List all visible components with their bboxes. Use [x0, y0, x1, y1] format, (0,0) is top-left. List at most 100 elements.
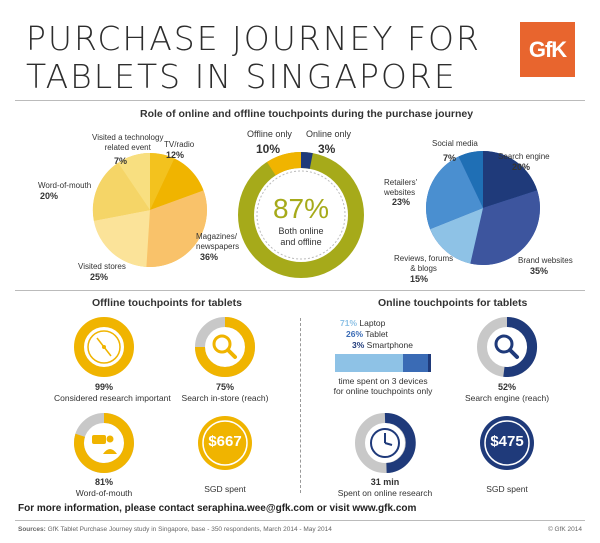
- contact-prefix: For more information, please contact: [18, 503, 195, 514]
- device-laptop-name: Laptop: [359, 318, 386, 328]
- word-of-mouth-label: Word-of-mouth: [38, 181, 92, 190]
- retailers-label: Retailers' websites: [384, 178, 417, 197]
- title-line-2: TABLETS IN SINGAPORE: [26, 57, 457, 96]
- online-spend-badge: [480, 416, 534, 470]
- pie-slice-reviews: [430, 208, 483, 264]
- pie-slice-tv-radio: [150, 158, 204, 210]
- reviews-value: 15%: [410, 274, 429, 284]
- device-smartphone-name: Smartphone: [366, 340, 413, 350]
- research-important-label: Considered research important: [54, 393, 171, 403]
- time-spent-label: Spent on online research: [337, 488, 433, 498]
- stores-label: Visited stores: [78, 262, 126, 271]
- pie-slice-magazines: [146, 190, 207, 268]
- word-of-mouth-ring: [73, 413, 134, 473]
- retailers-label-l2: websites: [384, 187, 416, 197]
- search-in-store-ring: [195, 317, 255, 377]
- offline-spend-badge: [198, 416, 252, 470]
- divider-middle: [15, 290, 585, 291]
- tech-event-value: 7%: [114, 156, 128, 166]
- device-laptop: 71% Laptop: [340, 318, 413, 329]
- online-pie-chart: [426, 150, 540, 266]
- magazines-value: 36%: [200, 252, 219, 262]
- sources-text: GfK Tablet Purchase Journey study in Sin…: [47, 526, 332, 533]
- search-in-store-label: Search in-store (reach): [181, 393, 269, 403]
- device-time-note: time spent on 3 devices for online touch…: [328, 376, 438, 396]
- magazines-label: Magazines/ newspapers: [196, 232, 239, 251]
- role-heading: Role of online and offline touchpoints d…: [140, 108, 474, 120]
- reviews-label-l2: & blogs: [410, 263, 437, 273]
- section-divider: [300, 318, 301, 493]
- social-media-label: Social media: [432, 139, 478, 148]
- device-smartphone-pct: 3%: [352, 340, 365, 350]
- offline-only-label: Offline only: [247, 129, 292, 139]
- online-only-label: Online only: [306, 129, 352, 139]
- brand-websites-label: Brand websites: [518, 256, 573, 265]
- tv-radio-value: 12%: [166, 150, 185, 160]
- title-line-1: PURCHASE JOURNEY FOR: [26, 19, 481, 58]
- pie-slice-tech-event-2: [118, 152, 150, 210]
- online-spend-label: SGD spent: [486, 484, 528, 494]
- tech-event-label-l1: Visited a technology: [92, 133, 164, 142]
- device-tablet-name: Tablet: [365, 329, 388, 339]
- time-spent-ring: [355, 412, 416, 473]
- gfk-logo: GfK: [520, 22, 575, 77]
- word-of-mouth-reach-label: Word-of-mouth: [75, 488, 133, 498]
- search-engine-reach-value: 52%: [497, 382, 516, 392]
- pie-slice-word-of-mouth: [92, 162, 150, 221]
- both-label-l2: and offline: [280, 237, 322, 247]
- search-engine-label: Search engine: [498, 152, 550, 161]
- search-in-store-value: 75%: [215, 382, 234, 392]
- retailers-label-l1: Retailers': [384, 178, 418, 187]
- online-spend-value: $475: [490, 433, 524, 450]
- research-important-item: 99% Considered research important: [54, 382, 171, 404]
- device-breakdown: 71% Laptop 26% Tablet 3% Smartphone: [340, 318, 413, 351]
- research-important-ring: [74, 317, 134, 377]
- reviews-label: Reviews, forums & blogs: [394, 254, 453, 273]
- offline-spend-label: SGD spent: [204, 484, 246, 494]
- research-important-value: 99%: [94, 382, 113, 392]
- social-media-value: 7%: [443, 153, 457, 163]
- magazines-label-l1: Magazines/: [196, 232, 237, 241]
- contact-mid: or visit: [316, 503, 350, 514]
- offline-heading: Offline touchpoints for tablets: [92, 297, 242, 309]
- device-tablet-pct: 26%: [346, 329, 364, 339]
- magazines-label-l2: newspapers: [196, 241, 240, 251]
- both-label: Both online and offline: [266, 226, 336, 248]
- both-label-l1: Both online: [278, 226, 324, 236]
- divider-bottom: [15, 520, 585, 521]
- device-time-note-l2: for online touchpoints only: [333, 386, 433, 396]
- online-only-value: 3%: [318, 142, 336, 156]
- device-laptop-pct: 71%: [340, 318, 358, 328]
- pie-slice-brand-websites: [470, 190, 540, 266]
- online-heading: Online touchpoints for tablets: [378, 297, 528, 309]
- donut-online-only-arc: [300, 152, 313, 169]
- stores-value: 25%: [90, 272, 109, 282]
- search-engine-reach-label: Search engine (reach): [464, 393, 550, 403]
- word-of-mouth-item: 81% Word-of-mouth: [54, 477, 154, 499]
- device-time-note-l1: time spent on 3 devices: [338, 376, 428, 386]
- retailers-value: 23%: [392, 197, 411, 207]
- sources-label: Sources:: [18, 526, 46, 533]
- pie-slice-tech-event: [150, 152, 175, 210]
- offline-pie-chart: [92, 152, 207, 268]
- word-of-mouth-reach-value: 81%: [94, 477, 113, 487]
- page-title: PURCHASE JOURNEY FOR TABLETS IN SINGAPOR…: [26, 20, 481, 96]
- divider-top: [15, 100, 585, 101]
- reviews-label-l1: Reviews, forums: [394, 254, 454, 263]
- offline-only-value: 10%: [256, 142, 281, 156]
- search-engine-value: 20%: [512, 162, 531, 172]
- time-spent-value: 31 min: [370, 477, 400, 487]
- contact-email-link[interactable]: seraphina.wee@gfk.com: [196, 503, 314, 514]
- pie-slice-stores: [93, 210, 150, 267]
- pie-slice-social-media: [458, 150, 483, 208]
- website-link[interactable]: www.gfk.com: [352, 503, 417, 514]
- device-smartphone: 3% Smartphone: [340, 340, 413, 351]
- sources-note: Sources: GfK Tablet Purchase Journey stu…: [18, 526, 332, 533]
- search-engine-ring: [477, 316, 538, 377]
- offline-spend-value: $667: [208, 433, 242, 450]
- both-value: 87%: [272, 193, 330, 224]
- donut-offline-only-arc: [266, 152, 302, 176]
- brand-websites-value: 35%: [530, 266, 549, 276]
- search-in-store-item: 75% Search in-store (reach): [175, 382, 275, 404]
- tv-radio-label: TV/radio: [164, 140, 195, 149]
